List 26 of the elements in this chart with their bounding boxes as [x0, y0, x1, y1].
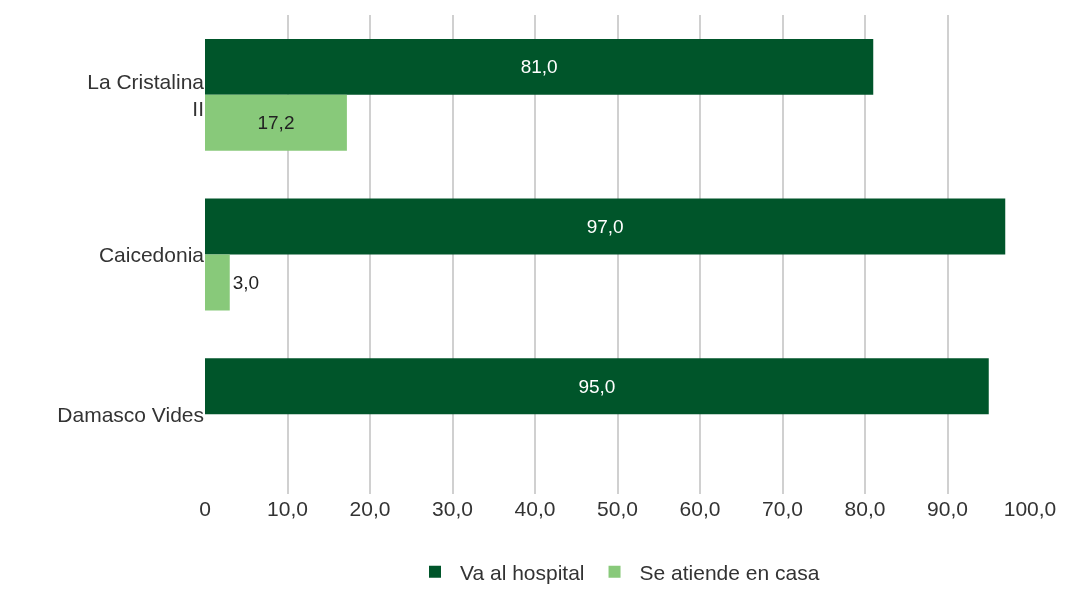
- x-tick-label: 30,0: [432, 497, 473, 520]
- data-label: 95,0: [578, 375, 616, 397]
- legend-label: Va al hospital: [460, 560, 585, 584]
- x-tick-label: 20,0: [349, 497, 391, 520]
- x-tick-label: 100,0: [1003, 497, 1057, 520]
- x-tick-label: 60,0: [679, 497, 721, 520]
- bar: [205, 94, 347, 151]
- x-tick-label: 80,0: [844, 497, 886, 520]
- y-tick-label: Damasco Vides: [57, 402, 204, 426]
- x-tick-label: 10,0: [267, 497, 308, 520]
- x-tick-label: 40,0: [514, 497, 556, 520]
- x-tick-label: 90,0: [927, 497, 968, 520]
- data-label: 81,0: [520, 56, 558, 78]
- bar: [205, 38, 874, 95]
- data-label: 97,0: [586, 216, 624, 238]
- data-label: 17,2: [257, 112, 295, 134]
- bar: [205, 358, 989, 415]
- y-tick-label: La Cristalina II: [87, 69, 205, 120]
- legend-label: Se atiende en casa: [639, 560, 820, 584]
- y-tick-label: Caicedonia: [98, 242, 205, 266]
- x-tick-label: 70,0: [762, 497, 803, 520]
- data-label: 3,0: [232, 271, 260, 293]
- x-tick-label: 0: [199, 497, 211, 520]
- bar: [205, 254, 230, 311]
- x-tick-label: 50,0: [597, 497, 638, 520]
- bar: [205, 198, 1006, 255]
